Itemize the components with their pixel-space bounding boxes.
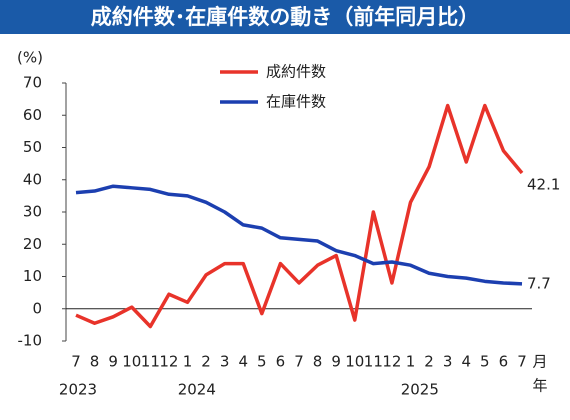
- x-tick-label: 5: [257, 353, 267, 371]
- x-tick-label: 3: [443, 353, 453, 371]
- x-tick-label: 8: [313, 353, 323, 371]
- x-tick-label: 12: [159, 353, 178, 371]
- x-tick-label: 7: [517, 353, 527, 371]
- x-tick-label: 9: [108, 353, 118, 371]
- y-tick-label: 40: [23, 170, 42, 188]
- x-tick-label: 11: [364, 353, 383, 371]
- y-tick-label: 10: [23, 267, 42, 285]
- y-tick-label: -10: [18, 332, 43, 350]
- x-tick-label: 7: [294, 353, 304, 371]
- year-label: 2025: [401, 381, 439, 399]
- legend-label: 在庫件数: [266, 93, 326, 111]
- y-tick-label: 70: [23, 74, 42, 92]
- year-label: 2024: [178, 381, 216, 399]
- y-unit: (%): [17, 49, 43, 67]
- x-tick-label: 10: [122, 353, 141, 371]
- x-tick-label: 6: [276, 353, 286, 371]
- x-unit: 月: [532, 353, 547, 371]
- x-tick-label: 1: [183, 353, 193, 371]
- legend-label: 成約件数: [266, 63, 326, 81]
- x-tick-label: 6: [499, 353, 509, 371]
- x-tick-label: 2: [201, 353, 211, 371]
- x-tick-label: 2: [424, 353, 434, 371]
- x-tick-label: 11: [141, 353, 160, 371]
- x-tick-label: 9: [331, 353, 341, 371]
- y-tick-label: 30: [23, 203, 42, 221]
- year-unit: 年: [532, 377, 547, 395]
- value-label: 7.7: [527, 274, 551, 292]
- x-tick-label: 10: [345, 353, 364, 371]
- series-line: [75, 184, 523, 286]
- x-tick-label: 1: [406, 353, 416, 371]
- x-tick-label: 4: [238, 353, 248, 371]
- x-tick-label: 4: [461, 353, 471, 371]
- value-label: 42.1: [527, 175, 560, 193]
- y-tick-label: 60: [23, 106, 42, 124]
- x-tick-label: 3: [220, 353, 230, 371]
- y-tick-label: 50: [23, 138, 42, 156]
- y-tick-label: 0: [32, 299, 42, 317]
- series-line: [75, 103, 524, 329]
- x-tick-label: 7: [71, 353, 81, 371]
- y-tick-label: 20: [23, 235, 42, 253]
- x-tick-label: 5: [480, 353, 490, 371]
- year-label: 2023: [59, 381, 97, 399]
- x-tick-label: 8: [90, 353, 100, 371]
- x-tick-label: 12: [382, 353, 401, 371]
- title-banner: [0, 0, 570, 34]
- chart-title: 成約件数･在庫件数の動き（前年同月比）: [91, 5, 480, 29]
